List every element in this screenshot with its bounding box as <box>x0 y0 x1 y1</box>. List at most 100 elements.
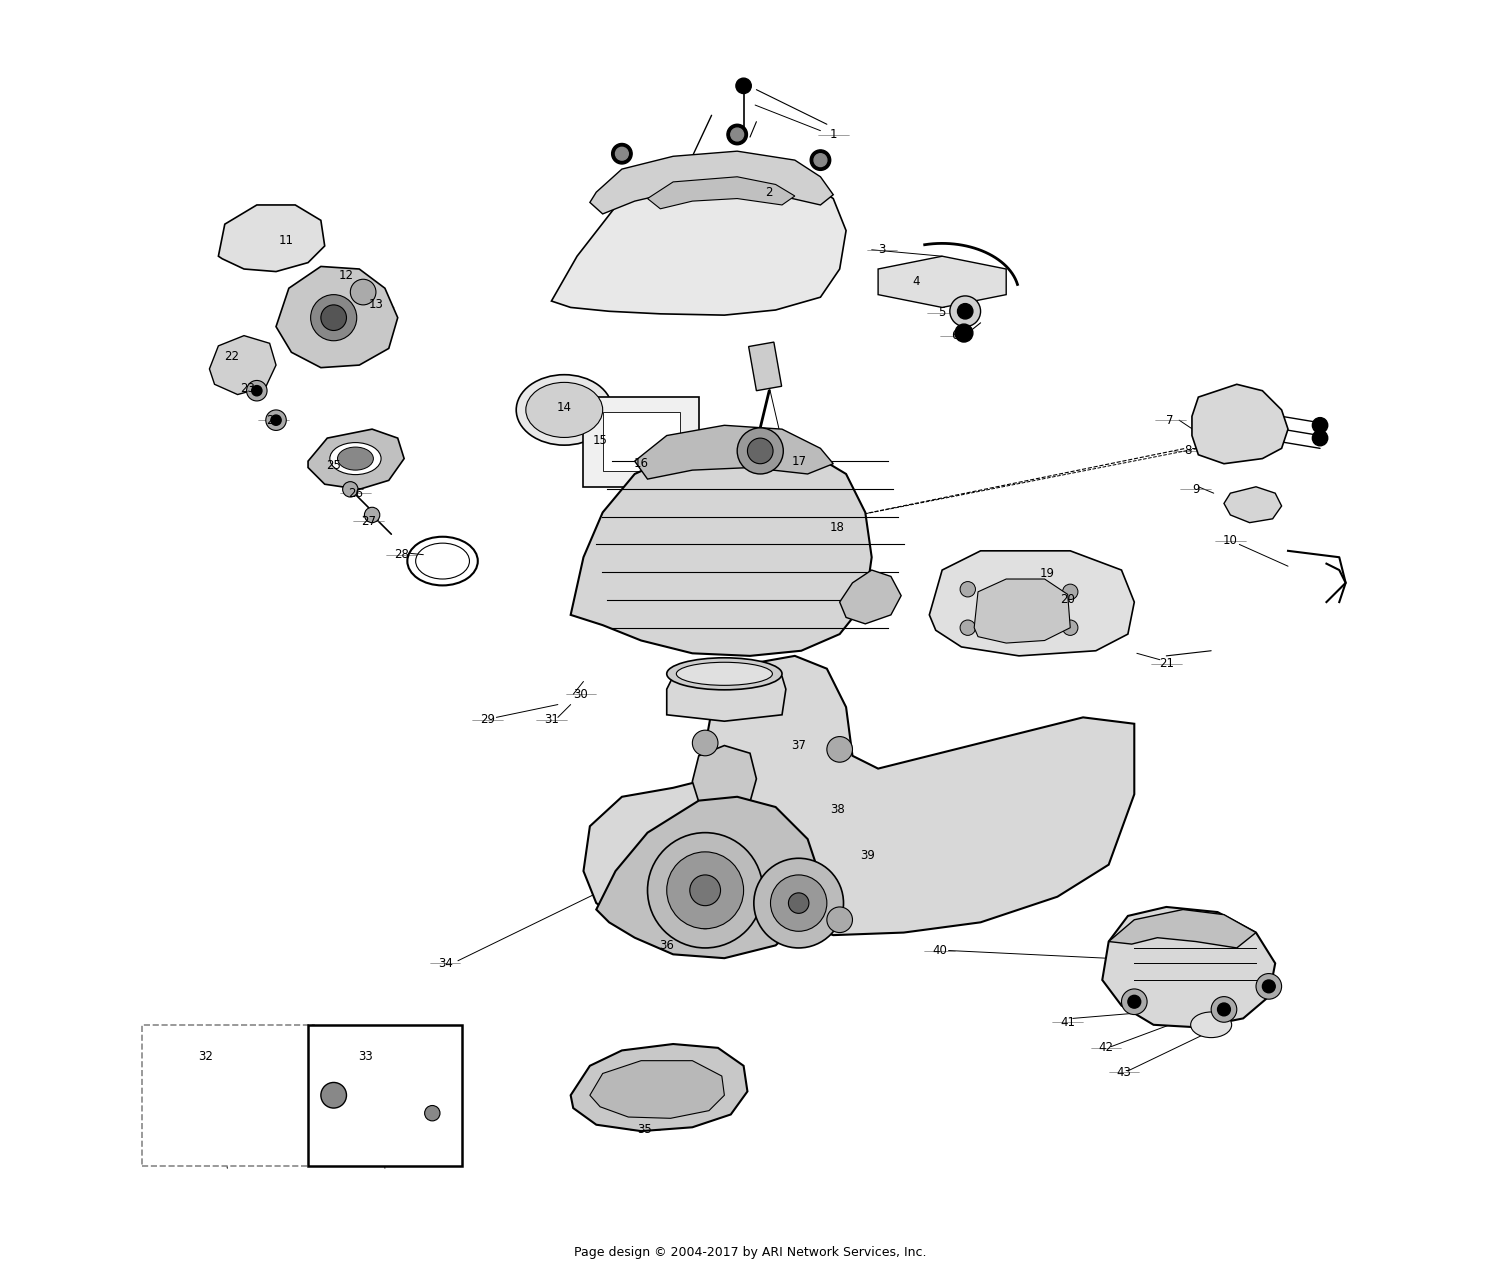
Polygon shape <box>634 425 834 479</box>
Text: 18: 18 <box>830 521 844 534</box>
Circle shape <box>957 304 974 319</box>
Polygon shape <box>878 256 1007 307</box>
Circle shape <box>246 380 267 401</box>
Bar <box>141 1025 315 1166</box>
Text: 12: 12 <box>339 269 354 282</box>
Circle shape <box>364 507 380 523</box>
Polygon shape <box>590 1061 724 1118</box>
Text: 13: 13 <box>369 298 384 311</box>
Text: 27: 27 <box>362 515 376 528</box>
Circle shape <box>736 428 783 474</box>
Text: 31: 31 <box>544 714 560 726</box>
Polygon shape <box>570 442 872 656</box>
Circle shape <box>730 128 744 141</box>
Text: 4: 4 <box>914 275 921 288</box>
Bar <box>603 412 680 471</box>
Circle shape <box>424 1106 439 1121</box>
Polygon shape <box>570 1044 747 1131</box>
Circle shape <box>1062 620 1078 635</box>
Circle shape <box>960 620 975 635</box>
Circle shape <box>956 324 974 342</box>
Text: 43: 43 <box>1116 1066 1131 1079</box>
Text: 30: 30 <box>573 688 588 701</box>
Text: 10: 10 <box>1222 534 1238 547</box>
Text: 24: 24 <box>266 414 280 427</box>
Text: 9: 9 <box>1192 483 1200 496</box>
Bar <box>584 397 699 487</box>
Polygon shape <box>1108 910 1256 948</box>
Circle shape <box>1218 1003 1230 1016</box>
Circle shape <box>1062 584 1078 600</box>
Text: 33: 33 <box>358 1050 374 1063</box>
Text: 20: 20 <box>1060 593 1076 606</box>
Circle shape <box>693 903 718 929</box>
Text: Gasket: Gasket <box>204 1098 252 1111</box>
Circle shape <box>1122 989 1148 1015</box>
Polygon shape <box>666 670 786 721</box>
Text: 39: 39 <box>861 849 876 862</box>
Text: 34: 34 <box>438 957 453 970</box>
Circle shape <box>1256 974 1281 999</box>
Bar <box>748 342 782 391</box>
Polygon shape <box>648 177 795 209</box>
Circle shape <box>612 143 632 164</box>
Circle shape <box>266 410 286 430</box>
Text: 41: 41 <box>1060 1016 1076 1029</box>
Text: 5: 5 <box>939 306 946 319</box>
Polygon shape <box>1224 487 1281 523</box>
Text: 35: 35 <box>638 1123 652 1136</box>
Text: 40: 40 <box>932 944 946 957</box>
Circle shape <box>789 893 808 913</box>
Text: 17: 17 <box>790 455 806 468</box>
Polygon shape <box>1192 384 1288 464</box>
Polygon shape <box>1102 907 1275 1027</box>
Circle shape <box>1263 980 1275 993</box>
Circle shape <box>272 415 280 425</box>
Bar <box>308 1025 462 1166</box>
Polygon shape <box>974 579 1071 643</box>
Polygon shape <box>276 266 398 368</box>
Text: Engine: Engine <box>204 1076 251 1089</box>
Text: 42: 42 <box>1098 1041 1113 1054</box>
Circle shape <box>728 124 747 145</box>
Polygon shape <box>552 160 846 315</box>
Polygon shape <box>597 797 820 958</box>
Circle shape <box>666 852 744 929</box>
Circle shape <box>827 907 852 933</box>
Text: 14: 14 <box>556 401 572 414</box>
Circle shape <box>815 154 827 167</box>
Text: 2: 2 <box>765 186 772 199</box>
Ellipse shape <box>338 447 374 470</box>
Text: 32: 32 <box>198 1050 213 1063</box>
Circle shape <box>693 730 718 756</box>
Circle shape <box>342 482 358 497</box>
Circle shape <box>827 737 852 762</box>
Circle shape <box>321 305 346 330</box>
Polygon shape <box>693 746 756 810</box>
Text: 7: 7 <box>1167 414 1174 427</box>
Polygon shape <box>930 551 1134 656</box>
Polygon shape <box>308 429 404 489</box>
Circle shape <box>648 833 764 948</box>
Circle shape <box>747 438 772 464</box>
Text: 23: 23 <box>240 382 255 395</box>
Circle shape <box>1128 995 1140 1008</box>
Text: 3: 3 <box>879 243 885 256</box>
Ellipse shape <box>1191 1012 1231 1038</box>
Circle shape <box>321 1082 346 1108</box>
Circle shape <box>252 386 262 396</box>
Circle shape <box>310 295 357 341</box>
Text: 11: 11 <box>279 234 294 247</box>
Circle shape <box>736 78 752 94</box>
Ellipse shape <box>676 662 772 685</box>
Circle shape <box>771 875 826 931</box>
Text: 6: 6 <box>951 329 958 342</box>
Polygon shape <box>219 205 324 272</box>
Ellipse shape <box>516 374 612 445</box>
Circle shape <box>960 582 975 597</box>
Circle shape <box>1210 997 1237 1022</box>
Text: 22: 22 <box>224 350 238 363</box>
Text: 8: 8 <box>1185 445 1192 457</box>
Polygon shape <box>584 656 1134 938</box>
Ellipse shape <box>330 442 381 475</box>
